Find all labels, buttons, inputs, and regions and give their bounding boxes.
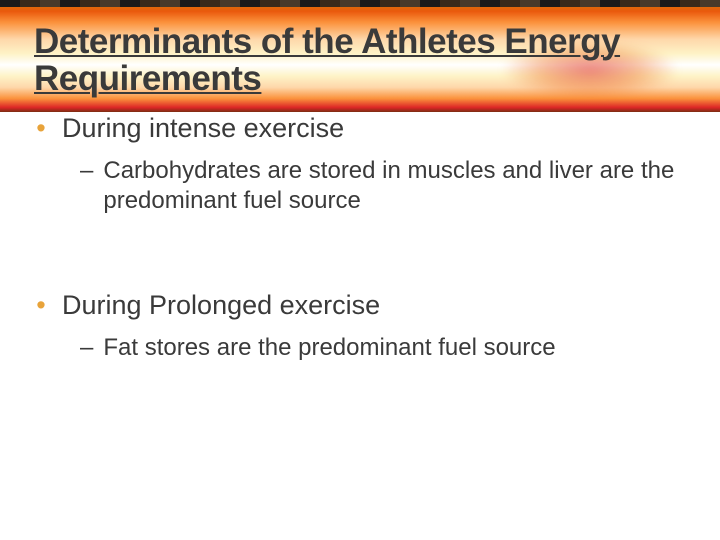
- sub-bullet-row: – Fat stores are the predominant fuel so…: [80, 333, 686, 364]
- bullet-heading: During Prolonged exercise: [62, 289, 380, 323]
- bullet-section-1: • During intense exercise – Carbohydrate…: [34, 112, 686, 217]
- bullet-icon: •: [34, 292, 48, 319]
- sub-bullet-text: Fat stores are the predominant fuel sour…: [103, 333, 555, 364]
- bullet-icon: •: [34, 115, 48, 142]
- dash-icon: –: [80, 157, 93, 185]
- slide-title: Determinants of the Athletes Energy Requ…: [34, 24, 686, 98]
- bullet-heading: During intense exercise: [62, 112, 344, 146]
- sub-bullet-text: Carbohydrates are stored in muscles and …: [103, 156, 686, 217]
- slide-content: • During intense exercise – Carbohydrate…: [34, 112, 686, 364]
- bullet-row: • During intense exercise: [34, 112, 686, 146]
- sub-bullet-row: – Carbohydrates are stored in muscles an…: [80, 156, 686, 217]
- bullet-row: • During Prolonged exercise: [34, 289, 686, 323]
- bullet-section-2: • During Prolonged exercise – Fat stores…: [34, 289, 686, 363]
- dash-icon: –: [80, 334, 93, 362]
